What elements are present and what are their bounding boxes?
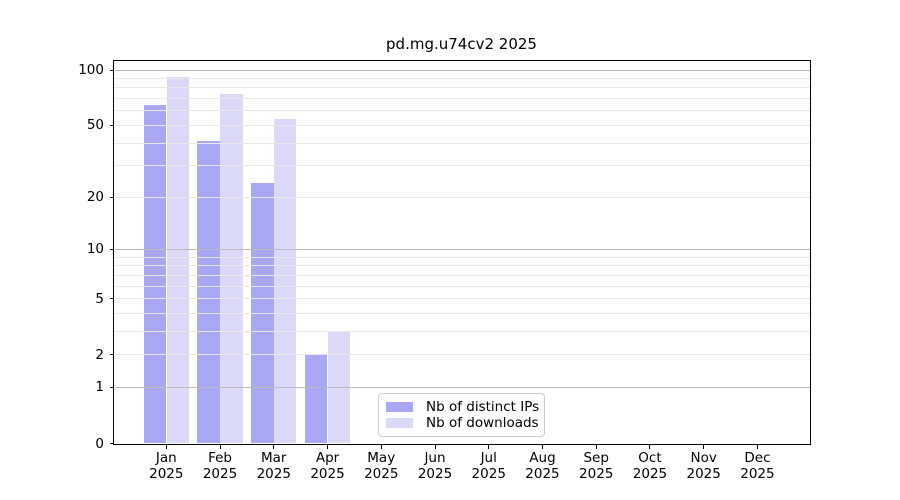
x-tick-mark: [595, 444, 597, 449]
gridline-minor: [114, 265, 810, 267]
legend-label-distinct-ips: Nb of distinct IPs: [426, 398, 540, 415]
x-tick-label-line: 2025: [149, 465, 184, 482]
x-tick-mark: [380, 444, 382, 449]
y-tick-label: 0: [95, 435, 104, 452]
y-tick-mark: [109, 298, 114, 300]
gridline-major: [114, 248, 810, 250]
x-tick-label: Mar 2025: [244, 450, 304, 482]
gridline-minor: [114, 354, 810, 356]
x-tick-label-line: 2025: [202, 465, 238, 482]
gridline-minor: [114, 110, 810, 112]
x-tick-label: Oct 2025: [620, 450, 680, 482]
gridline-major: [114, 386, 810, 388]
x-tick-label: May 2025: [351, 450, 411, 482]
legend: Nb of distinct IPs Nb of downloads: [378, 392, 545, 437]
x-tick-label-line: 2025: [740, 465, 775, 482]
y-tick-label: 5: [95, 290, 104, 307]
x-tick-label-line: 2025: [310, 465, 345, 482]
y-tick-label: 2: [95, 346, 104, 363]
gridline-minor: [114, 285, 810, 287]
chart-title: pd.mg.u74cv2 2025: [386, 35, 537, 53]
y-tick-mark: [109, 354, 114, 356]
x-tick-label-line: 2025: [471, 465, 506, 482]
x-tick-label: Apr 2025: [298, 450, 358, 482]
x-tick-label: Dec 2025: [727, 450, 787, 482]
x-tick-mark: [327, 444, 329, 449]
x-tick-label: Nov 2025: [674, 450, 734, 482]
x-tick-label-line: Mar: [261, 450, 287, 466]
x-tick-label-line: 2025: [256, 465, 291, 482]
gridline-minor: [114, 312, 810, 314]
x-tick-mark: [165, 444, 167, 449]
x-tick-mark: [649, 444, 651, 449]
x-tick-mark: [219, 444, 221, 449]
x-tick-label-line: Oct: [638, 450, 662, 466]
y-tick-label: 100: [78, 62, 104, 79]
x-tick-label: Sep 2025: [566, 450, 626, 482]
x-tick-label-line: May: [367, 450, 396, 466]
x-tick-label: Jan 2025: [136, 450, 196, 482]
bar-downloads: [273, 119, 297, 444]
x-tick-label-line: Aug: [529, 450, 556, 466]
legend-item-downloads: Nb of downloads: [386, 414, 539, 431]
bar-downloads: [166, 76, 189, 444]
gridline-minor: [114, 124, 810, 126]
legend-label-downloads: Nb of downloads: [426, 414, 539, 431]
x-tick-label-line: Dec: [744, 450, 771, 466]
x-tick-label-line: Sep: [583, 450, 609, 466]
x-tick-label-line: 2025: [686, 465, 721, 482]
x-tick-mark: [434, 444, 436, 449]
gridline-minor: [114, 78, 810, 80]
x-tick-mark: [488, 444, 490, 449]
y-tick-mark: [109, 69, 114, 71]
bar-distinct-ips: [304, 354, 328, 444]
gridline-minor: [114, 298, 810, 300]
x-tick-label: Jun 2025: [405, 450, 465, 482]
gridline-major: [114, 69, 810, 71]
y-tick-label: 10: [86, 241, 104, 258]
y-tick-mark: [109, 124, 114, 126]
y-tick-mark: [109, 443, 114, 444]
bar-distinct-ips: [197, 141, 220, 444]
x-tick-mark: [273, 444, 275, 449]
x-tick-mark: [756, 444, 758, 449]
x-tick-label-line: Jul: [480, 450, 497, 466]
x-tick-label-line: Jan: [155, 450, 177, 466]
y-tick-mark: [109, 196, 114, 198]
gridline-minor: [114, 165, 810, 167]
x-tick-label-line: 2025: [632, 465, 668, 482]
x-tick-label-line: 2025: [525, 465, 560, 482]
x-tick-label: Aug 2025: [512, 450, 572, 482]
x-tick-label: Feb 2025: [190, 450, 250, 482]
gridline-minor: [114, 330, 810, 332]
gridline-minor: [114, 87, 810, 89]
legend-swatch-downloads-icon: [386, 417, 413, 428]
x-tick-label-line: 2025: [364, 465, 399, 482]
y-tick-label: 20: [86, 189, 104, 206]
gridline-minor: [114, 196, 810, 198]
x-tick-label-line: Nov: [690, 450, 717, 466]
y-tick-mark: [109, 386, 114, 388]
bar-distinct-ips: [143, 104, 167, 444]
x-tick-mark: [541, 444, 543, 449]
gridline-minor: [114, 98, 810, 100]
y-tick-label: 1: [95, 379, 104, 396]
x-tick-mark: [703, 444, 705, 449]
x-tick-label-line: Feb: [208, 450, 232, 466]
legend-swatch-distinct-ips-icon: [386, 401, 413, 412]
x-tick-label-line: 2025: [579, 465, 614, 482]
plot-area: [113, 60, 811, 445]
y-tick-label: 50: [86, 117, 104, 134]
x-tick-label: Jul 2025: [459, 450, 519, 482]
gridline-minor: [114, 142, 810, 144]
x-tick-label-line: Jun: [424, 450, 446, 466]
bar-downloads: [220, 94, 243, 444]
legend-item-distinct-ips: Nb of distinct IPs: [386, 398, 540, 415]
x-tick-label-line: Apr: [315, 450, 340, 466]
gridline-minor: [114, 274, 810, 276]
y-tick-mark: [109, 248, 114, 250]
x-tick-label-line: 2025: [417, 465, 453, 482]
gridline-minor: [114, 256, 810, 258]
